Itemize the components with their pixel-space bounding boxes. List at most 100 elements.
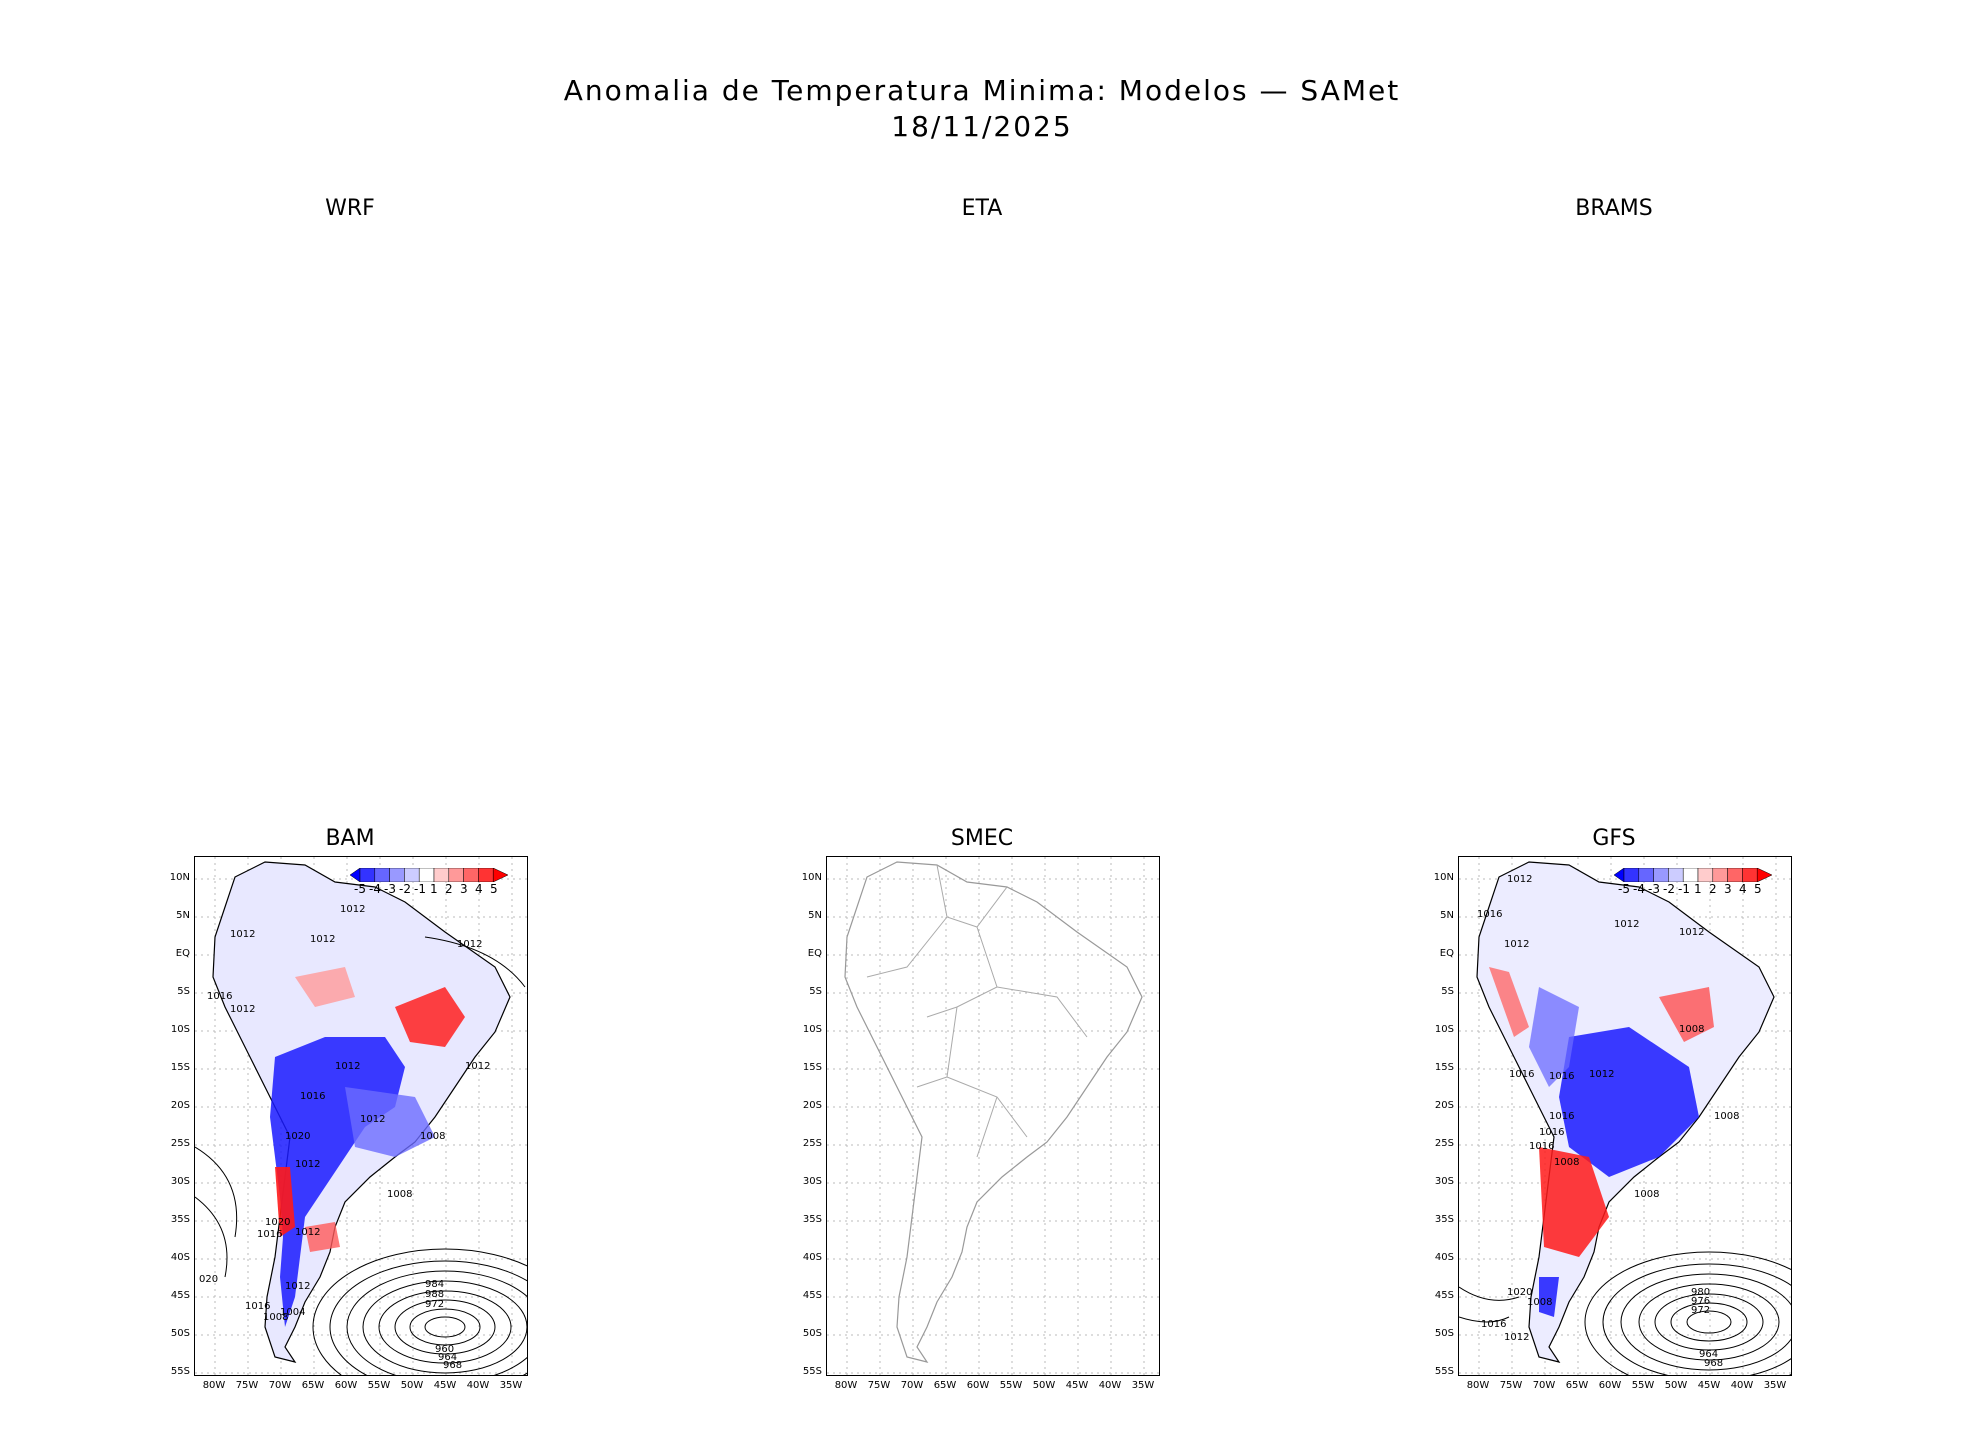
lat-label: 20S — [802, 1100, 822, 1111]
bam-warm-anomaly-ne — [395, 987, 465, 1047]
lat-label: 55S — [170, 1366, 190, 1377]
gfs-isobars — [1459, 1251, 1791, 1375]
lon-label: 70W — [268, 1380, 292, 1391]
lat-label: 5S — [177, 986, 190, 997]
lon-label: 45W — [1065, 1380, 1089, 1391]
map-panel-gfs: 1012 1016 1012 1012 1012 1016 1008 1016 … — [1458, 856, 1792, 1376]
bam-legend-colorbar — [350, 868, 509, 882]
legend-tick: 3 — [1724, 882, 1732, 896]
lon-label: 35W — [499, 1380, 523, 1391]
lat-label: 10S — [170, 1024, 190, 1035]
lat-label: EQ — [175, 948, 190, 959]
bam-lon-labels: 80W 75W 70W 65W 60W 55W 50W 45W 40W 35W — [194, 1380, 526, 1396]
smec-lat-labels: 10N 5N EQ 5S 10S 15S 20S 25S 30S 35S 40S… — [792, 856, 822, 1377]
isobar-label: 1012 — [335, 1061, 360, 1072]
legend-tick: -3 — [1648, 882, 1660, 896]
lat-label: 55S — [1434, 1366, 1454, 1377]
gfs-warm-anomaly-coast — [1489, 967, 1529, 1037]
lat-label: EQ — [1439, 948, 1454, 959]
lon-label: 45W — [1697, 1380, 1721, 1391]
bam-warm-anomaly-south — [305, 1222, 340, 1252]
panel-title-wrf: WRF — [325, 196, 375, 221]
lat-label: 15S — [802, 1062, 822, 1073]
isobar-label: 1020 — [1507, 1287, 1532, 1298]
lat-label: 35S — [802, 1214, 822, 1225]
isobar-label: 1016 — [300, 1091, 325, 1102]
smec-grid — [827, 857, 1159, 1375]
lon-label: 75W — [867, 1380, 891, 1391]
legend-tick: -4 — [1633, 882, 1645, 896]
isobar-label: 1012 — [285, 1281, 310, 1292]
lat-label: 25S — [802, 1138, 822, 1149]
isobar-label: 1012 — [310, 934, 335, 945]
lon-label: 65W — [301, 1380, 325, 1391]
lat-label: 50S — [802, 1328, 822, 1339]
lon-label: 50W — [400, 1380, 424, 1391]
isobar-label: 1008 — [1527, 1297, 1552, 1308]
isobar-label: 1016 — [245, 1301, 270, 1312]
bam-isobars — [195, 936, 527, 1375]
isobar-label: 972 — [425, 1299, 444, 1310]
lat-label: 20S — [1434, 1100, 1454, 1111]
lat-label: EQ — [807, 948, 822, 959]
lat-label: 50S — [1434, 1328, 1454, 1339]
isobar-label: 968 — [1704, 1358, 1723, 1369]
gfs-isobar-labels: 1012 1016 1012 1012 1012 1016 1008 1016 … — [1477, 874, 1739, 1369]
isobar-label: 1012 — [457, 939, 482, 950]
bam-legend: -5 -4 -3 -2 -1 1 2 3 4 5 — [350, 868, 518, 896]
isobar-label: 972 — [1691, 1305, 1710, 1316]
gfs-lon-labels: 80W 75W 70W 65W 60W 55W 50W 45W 40W 35W — [1458, 1380, 1790, 1396]
gfs-warm-anomaly-south — [1539, 1147, 1609, 1257]
panel-title-eta: ETA — [961, 196, 1003, 221]
isobar-label: 980 — [1691, 1287, 1710, 1298]
lat-label: 10N — [1433, 872, 1454, 883]
isobar-label: 984 — [425, 1279, 444, 1290]
lon-label: 40W — [1098, 1380, 1122, 1391]
isobar-label: 1012 — [295, 1159, 320, 1170]
gfs-warm-anomaly-ne — [1659, 987, 1714, 1042]
isobar-label: 1016 — [1549, 1071, 1574, 1082]
lon-label: 75W — [1499, 1380, 1523, 1391]
legend-tick: -1 — [1678, 882, 1690, 896]
panel-title-smec: SMEC — [950, 826, 1014, 851]
legend-tick: -1 — [414, 882, 426, 896]
isobar-label: 1016 — [1529, 1141, 1554, 1152]
lat-label: 30S — [802, 1176, 822, 1187]
isobar-label: 1008 — [387, 1189, 412, 1200]
gfs-lat-labels: 10N 5N EQ 5S 10S 15S 20S 25S 30S 35S 40S… — [1424, 856, 1454, 1377]
isobar-label: 1008 — [1714, 1111, 1739, 1122]
smec-lon-labels: 80W 75W 70W 65W 60W 55W 50W 45W 40W 35W — [826, 1380, 1158, 1396]
lat-label: 35S — [170, 1214, 190, 1225]
isobar-label: 1008 — [1554, 1157, 1579, 1168]
lon-label: 35W — [1131, 1380, 1155, 1391]
bam-map-svg: 1012 1012 1012 1012 1016 1012 1012 1012 … — [195, 857, 527, 1375]
gfs-legend-colorbar — [1614, 868, 1773, 882]
lat-label: 10S — [802, 1024, 822, 1035]
lat-label: 25S — [1434, 1138, 1454, 1149]
legend-tick: 5 — [1754, 882, 1762, 896]
lat-label: 25S — [170, 1138, 190, 1149]
isobar-label: 1016 — [257, 1229, 282, 1240]
smec-continent — [844, 861, 1143, 1363]
lat-label: 55S — [802, 1366, 822, 1377]
isobar-label: 1020 — [265, 1217, 290, 1228]
map-panel-bam: 1012 1012 1012 1012 1016 1012 1012 1012 … — [194, 856, 528, 1376]
lat-label: 5N — [808, 910, 822, 921]
lon-label: 40W — [1730, 1380, 1754, 1391]
lon-label: 40W — [466, 1380, 490, 1391]
isobar-label: 1016 — [1539, 1127, 1564, 1138]
lon-label: 70W — [1532, 1380, 1556, 1391]
lat-label: 5S — [809, 986, 822, 997]
isobar-label: 1012 — [230, 1004, 255, 1015]
lat-label: 20S — [170, 1100, 190, 1111]
isobar-label: 1016 — [1549, 1111, 1574, 1122]
lon-label: 80W — [202, 1380, 226, 1391]
isobar-label: 1008 — [1634, 1189, 1659, 1200]
lat-label: 45S — [1434, 1290, 1454, 1301]
lat-label: 40S — [1434, 1252, 1454, 1263]
legend-tick: -5 — [1618, 882, 1630, 896]
smec-borders — [866, 864, 1088, 1158]
legend-tick: 1 — [430, 882, 438, 896]
lon-label: 35W — [1763, 1380, 1787, 1391]
isobar-label: 1004 — [280, 1307, 305, 1318]
